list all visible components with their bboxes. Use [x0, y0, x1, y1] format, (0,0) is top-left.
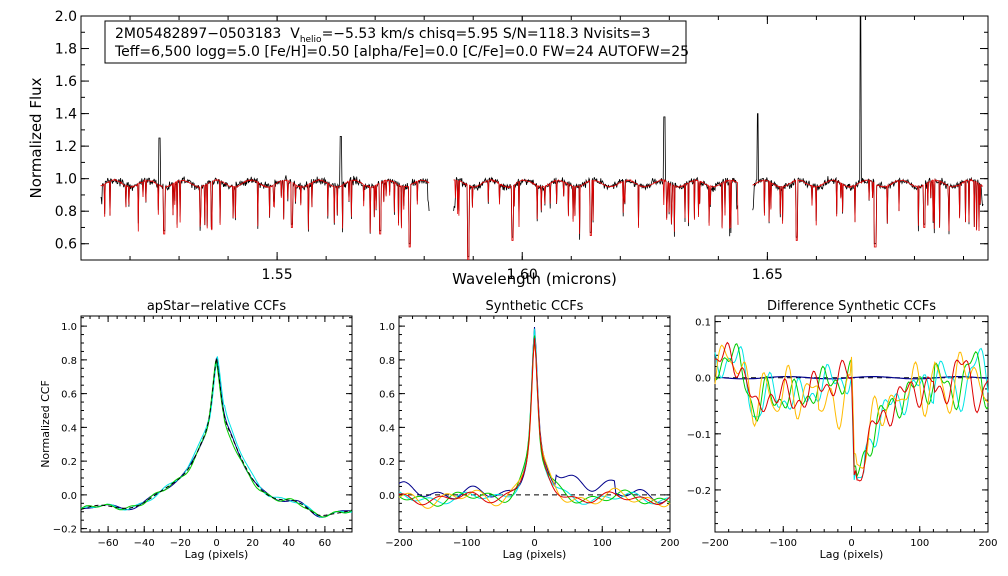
- spectrum-series: [100, 16, 984, 260]
- y-tick-label: −0.1: [687, 430, 711, 441]
- annotation-line1_star: 2M05482897−0503183: [115, 26, 281, 42]
- x-axis-label: Lag (pixels): [820, 548, 884, 561]
- x-tick-label: 0: [213, 538, 219, 549]
- x-tick-label: 100: [593, 538, 612, 549]
- x-tick-label: 1.65: [752, 267, 783, 283]
- ccf-line-visit-2: [398, 335, 671, 507]
- panel-title: Synthetic CCFs: [486, 299, 584, 314]
- plot-frame: [80, 315, 353, 533]
- y-tick-label: 2.0: [55, 9, 77, 25]
- observed-spectrum-line: [453, 116, 739, 258]
- y-tick-label: 0.4: [61, 423, 77, 434]
- plot-frame: [80, 15, 989, 261]
- x-tick-label: −20: [170, 538, 191, 549]
- apstar-series: [80, 356, 353, 518]
- x-tick-label: −60: [98, 538, 119, 549]
- y-tick-label: 1.0: [379, 322, 395, 333]
- y-tick-label: 1.8: [55, 42, 77, 58]
- axes-spectrum: 1.55 1.60 1.65 0.6 0.8 1.0 1.2 1.4 1.6 1.8 2.0 Wave…: [27, 9, 989, 288]
- annotation-line-1: 2M05482897−0503183 Vhelio=−5.53 km/s chi…: [115, 26, 650, 45]
- ccf-line-combined: [80, 357, 353, 516]
- ccf-line-visit-4: [398, 338, 671, 506]
- x-tick-label: 40: [282, 538, 295, 549]
- y-tick-label: 0.2: [379, 457, 395, 468]
- x-tick-label: 1.55: [262, 267, 293, 283]
- y-tick-label: 0.2: [61, 457, 77, 468]
- annotation-box: [104, 20, 687, 64]
- y-axis-label: Normalized CCF: [39, 380, 52, 468]
- y-tick-label: 0.0: [61, 491, 77, 502]
- y-tick-label: 0.8: [61, 356, 77, 367]
- ccf-line-visit-4: [714, 341, 989, 482]
- ccf-line-visit-3: [398, 338, 671, 509]
- y-tick-label: 1.0: [55, 172, 77, 188]
- y-tick-label: 1.6: [55, 74, 77, 90]
- plot-frame: [714, 315, 989, 533]
- x-tick-label: −200: [385, 538, 412, 549]
- y-axis-label: Normalized Flux: [27, 77, 45, 198]
- ccf-line-visit-1: [398, 328, 670, 505]
- y-tick-label: 0.0: [695, 374, 711, 385]
- x-tick-label: 1.60: [507, 267, 538, 283]
- ccf-line-visit-1: [80, 357, 352, 518]
- model-spectrum-line: [100, 178, 430, 248]
- model-spectrum-line: [453, 178, 739, 260]
- axes-apstar: −60 −40 −20 0 20 40 60 −0.2 0.0 0.2 0.4 0.6 0.8 1.0 La…: [39, 299, 353, 561]
- x-tick-label: −200: [701, 538, 728, 549]
- model-spectrum-line: [752, 178, 984, 248]
- y-tick-label: 0.4: [379, 423, 395, 434]
- annotation-space: [281, 26, 290, 42]
- difference-series: [714, 341, 989, 482]
- x-tick-label: 200: [660, 538, 679, 549]
- panel-title: Difference Synthetic CCFs: [767, 299, 936, 314]
- x-axis-label: Lag (pixels): [503, 548, 567, 561]
- y-tick-label: 0.0: [379, 491, 395, 502]
- ccf-line-visit-3: [714, 344, 989, 469]
- x-tick-label: −40: [134, 538, 155, 549]
- y-tick-label: 0.8: [379, 356, 395, 367]
- panel-title: apStar−relative CCFs: [147, 299, 287, 314]
- axes-synthetic: −200 −100 0 100 200 0.0 0.2 0.4 0.6 0.8 1.0 Lag (pi…: [379, 299, 679, 561]
- y-tick-label: 0.6: [55, 237, 77, 253]
- x-axis-label: Lag (pixels): [185, 548, 249, 561]
- y-tick-label: 0.1: [695, 318, 711, 329]
- annotation-line1_v: V: [290, 26, 300, 42]
- x-tick-label: −100: [453, 538, 480, 549]
- x-tick-label: 60: [319, 538, 332, 549]
- y-tick-label: −0.2: [53, 525, 77, 536]
- y-tick-label: 0.8: [55, 204, 77, 220]
- y-tick-label: −0.2: [687, 486, 711, 497]
- y-tick-label: 1.2: [55, 139, 77, 155]
- x-tick-label: 0: [531, 538, 537, 549]
- y-tick-label: 0.6: [61, 390, 77, 401]
- y-tick-label: 1.0: [61, 322, 77, 333]
- axes-difference: −200 −100 0 100 200 −0.2 −0.1 0.0 0.1 Lag (pixels…: [687, 299, 998, 561]
- x-axis-label: Wavelength (microns): [452, 270, 617, 288]
- x-tick-label: 200: [978, 538, 997, 549]
- x-tick-label: 0: [848, 538, 854, 549]
- x-tick-label: −100: [770, 538, 797, 549]
- ccf-line-visit-3: [80, 360, 353, 518]
- ccf-line-visit-2: [80, 356, 353, 518]
- synthetic-series: [398, 326, 671, 509]
- x-tick-label: 20: [246, 538, 259, 549]
- spectrum-annotation: 2M05482897−0503183 Vhelio=−5.53 km/s chi…: [104, 20, 689, 64]
- y-tick-label: 1.4: [55, 107, 77, 123]
- x-tick-label: 100: [910, 538, 929, 549]
- y-tick-label: 0.6: [379, 390, 395, 401]
- annotation-line1_rest: =−5.53 km/s chisq=5.95 S/N=118.3 Nvisits…: [322, 26, 651, 42]
- annotation-line-2: Teff=6,500 logg=5.0 [Fe/H]=0.50 [alpha/F…: [114, 44, 689, 60]
- ccf-line-apStar: [398, 326, 671, 504]
- annotation-line1_v_sub: helio: [300, 35, 322, 45]
